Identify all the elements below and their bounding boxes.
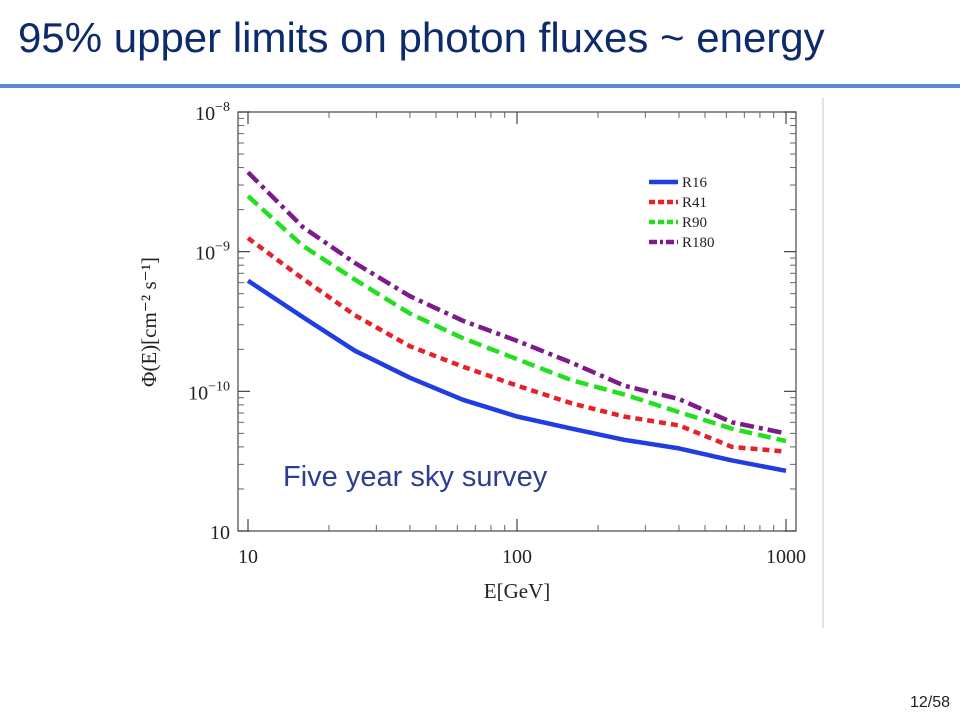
minor-ticks	[238, 112, 796, 531]
series-line-r41	[246, 236, 787, 454]
y-tick-label: 10	[210, 522, 230, 544]
y-tick-label: 10−10	[188, 379, 230, 404]
series-line-r16	[246, 278, 787, 474]
legend-label-r16: R16	[682, 175, 708, 191]
legend-label-r90: R90	[682, 215, 707, 231]
series-line-r90	[246, 194, 787, 444]
legend-label-r180: R180	[682, 235, 715, 251]
legend: R16 R41 R90 R180	[649, 175, 715, 251]
y-tick-label: 10−9	[195, 240, 230, 265]
survey-annotation: Five year sky survey	[283, 461, 548, 493]
y-tick-label: 10−8	[195, 100, 230, 125]
flux-limits-chart: 10 100 1000 10 10−10 10−9 10−8 E[GeV] Φ(E)[cm…	[137, 98, 824, 628]
x-tick-labels: 10 100 1000	[238, 546, 806, 568]
x-axis-label: E[GeV]	[484, 579, 550, 603]
x-tick-label: 1000	[766, 546, 806, 568]
series-line-r180	[246, 170, 787, 436]
major-ticks	[238, 111, 796, 532]
legend-label-r41: R41	[682, 195, 707, 211]
slide-title: 95% upper limits on photon fluxes ~ ener…	[18, 14, 825, 61]
x-tick-label: 100	[502, 546, 532, 568]
x-tick-label: 10	[238, 546, 258, 568]
y-axis-label: Φ(E)[cm⁻² s⁻¹]	[137, 257, 161, 387]
series-lines	[246, 170, 787, 474]
page-number: 12/58	[909, 694, 950, 711]
y-tick-labels: 10 10−10 10−9 10−8	[188, 100, 230, 544]
title-underline	[0, 84, 960, 88]
